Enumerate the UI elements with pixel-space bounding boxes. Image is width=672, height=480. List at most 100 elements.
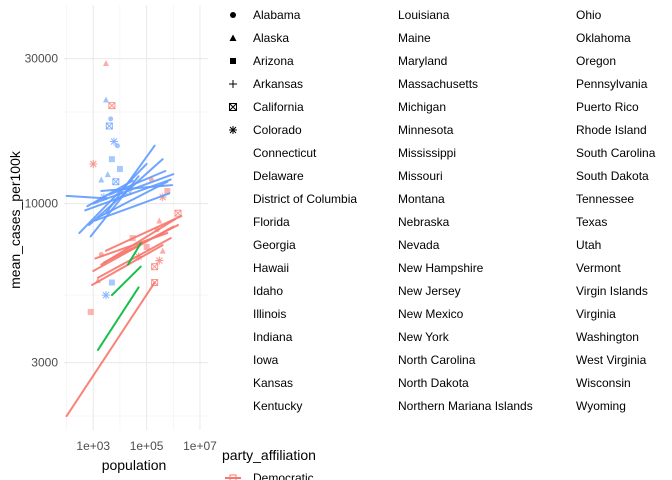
- data-point: [156, 217, 163, 224]
- data-point: [112, 178, 120, 186]
- data-point: [105, 122, 113, 130]
- data-point: [102, 60, 109, 67]
- series-line: [100, 184, 174, 193]
- legend-shape-label: Virginia: [576, 307, 616, 321]
- legend-shape-label: Oregon: [576, 54, 616, 68]
- legend-key-plus-icon: [229, 80, 237, 88]
- legend-shape-label: Maryland: [398, 54, 447, 68]
- legend-shape-label: Kansas: [253, 376, 293, 390]
- legend-color-point: [229, 474, 237, 480]
- data-point: [110, 137, 119, 146]
- y-axis-title: mean_cases_per100k: [7, 150, 23, 289]
- data-point-cross: [151, 279, 158, 286]
- plot-marks: [65, 60, 183, 418]
- data-point: [102, 96, 109, 103]
- legend-key-box-icon: [229, 103, 237, 111]
- legend-shape-label: Maine: [398, 31, 431, 45]
- series-line: [96, 286, 140, 351]
- data-point: [99, 193, 108, 202]
- data-point-cross: [105, 122, 113, 130]
- series-line: [65, 281, 156, 418]
- data-point: [158, 193, 167, 202]
- data-point-cross: [124, 187, 132, 195]
- legend-shape-label: South Dakota: [576, 169, 649, 183]
- legend-key-square-icon: [230, 58, 236, 64]
- series-line: [65, 194, 107, 200]
- legend-shape-label: Wisconsin: [576, 376, 631, 390]
- data-point: [108, 102, 116, 110]
- legend-key-circle-icon: [230, 12, 236, 18]
- data-point: [98, 176, 105, 183]
- data-point: [114, 143, 120, 149]
- legend-color: party_affiliation Democratic: [222, 447, 316, 480]
- legend-shape-label: New Mexico: [398, 307, 464, 321]
- legend-shape-label: Pennsylvania: [576, 77, 648, 91]
- series-line: [126, 242, 142, 266]
- grid: [64, 5, 208, 430]
- y-tick-label: 30000: [25, 52, 59, 66]
- legend-shape-label: New York: [398, 330, 450, 344]
- data-point: [98, 252, 104, 258]
- legend-shape-label: Florida: [253, 215, 290, 229]
- legend-shape-label: Texas: [576, 215, 607, 229]
- legend-shape-label: Mississippi: [398, 146, 456, 160]
- legend-shape-label: New Hampshire: [398, 261, 484, 275]
- data-point-cross: [151, 263, 158, 271]
- data-point: [89, 159, 98, 168]
- data-point: [116, 165, 123, 172]
- legend-shape: Alabama Alaska Arizona Arkansas California Co…: [229, 8, 656, 413]
- legend-shape-label: Michigan: [398, 100, 446, 114]
- legend-shape-label: Nevada: [398, 238, 440, 252]
- legend-shape-label: Colorado: [253, 123, 302, 137]
- x-tick-label: 1e+03: [76, 439, 110, 453]
- data-point: [134, 252, 143, 261]
- legend-shape-label: North Dakota: [398, 376, 469, 390]
- series-line: [110, 265, 142, 297]
- legend-key-triangle-icon: [229, 34, 237, 41]
- legend-shape-label: West Virginia: [576, 353, 647, 367]
- legend-shape-label: California: [253, 100, 304, 114]
- legend-color-key: [223, 472, 243, 480]
- data-point: [151, 279, 159, 287]
- series-line: [84, 178, 172, 212]
- legend-shape-label: Washington: [576, 330, 639, 344]
- legend-shape-label: Kentucky: [253, 399, 302, 413]
- legend-shape-label: Oklahoma: [576, 31, 631, 45]
- legend-shape-label: Vermont: [576, 261, 621, 275]
- legend-key-asterisk-icon: [229, 126, 237, 134]
- data-point: [174, 209, 182, 217]
- legend-shape-label: Missouri: [398, 169, 443, 183]
- legend-shape-label: Rhode Island: [576, 123, 647, 137]
- legend-shape-label: Wyoming: [576, 399, 626, 413]
- data-point: [87, 308, 94, 315]
- legend-shape-label: Iowa: [253, 353, 279, 367]
- x-axis-title: population: [102, 457, 167, 473]
- legend-shape-label: Georgia: [253, 238, 296, 252]
- series-line: [108, 169, 167, 196]
- axes: 1e+03 1e+05 1e+07 3000 10000 30000: [25, 52, 218, 453]
- legend-shape-label: Idaho: [253, 284, 283, 298]
- legend-shape-label: Massachusetts: [398, 77, 478, 91]
- legend-shape-label: Nebraska: [398, 215, 450, 229]
- legend-shape-label: Virgin Islands: [576, 284, 648, 298]
- data-point: [108, 279, 115, 286]
- data-point-cross: [108, 102, 116, 109]
- legend-shape-label: Arkansas: [253, 77, 303, 91]
- series-line: [94, 192, 171, 222]
- legend-color-title: party_affiliation: [222, 447, 316, 463]
- legend-shape-label: Alaska: [253, 31, 289, 45]
- legend-shape-label: Indiana: [253, 330, 293, 344]
- legend-shape-label: New Jersey: [398, 284, 461, 298]
- data-point: [154, 227, 160, 233]
- data-point: [151, 263, 159, 271]
- legend-shape-label: Ohio: [576, 8, 602, 22]
- legend-shape-label: North Carolina: [398, 353, 476, 367]
- series-line: [78, 162, 148, 235]
- legend-color-label: Democratic: [253, 471, 314, 480]
- series-line: [104, 144, 156, 215]
- legend-shape-label: Delaware: [253, 169, 304, 183]
- data-point-cross: [174, 209, 182, 217]
- legend-shape-label: Alabama: [253, 8, 301, 22]
- series-line: [86, 179, 134, 208]
